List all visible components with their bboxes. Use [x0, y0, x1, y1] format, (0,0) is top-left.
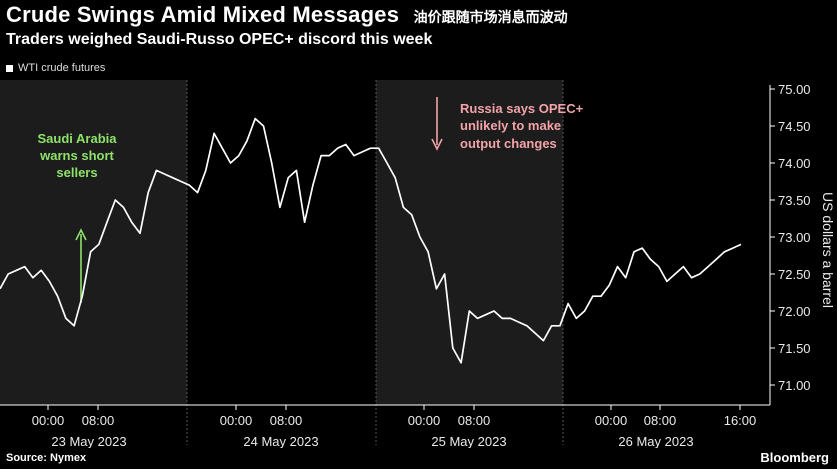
- y-tick-label: 71.50: [778, 341, 811, 356]
- legend-label: WTI crude futures: [18, 62, 106, 74]
- russia-annotation-line-2: unlikely to make: [460, 118, 561, 133]
- session-shading: [0, 80, 564, 445]
- x-tick-label: 00:00: [32, 413, 65, 428]
- saudi-annotation-line-2: warns short: [39, 148, 114, 163]
- x-tick-label: 00:00: [220, 413, 253, 428]
- axis-lines: [0, 85, 771, 406]
- x-date-label: 24 May 2023: [243, 434, 318, 448]
- y-tick-label: 72.50: [778, 267, 811, 282]
- wti-price-line: [0, 117, 742, 364]
- x-date-label: 23 May 2023: [51, 434, 126, 448]
- title-row: Crude Swings Amid Mixed Messages 油价跟随市场消…: [6, 2, 568, 28]
- saudi-annotation-line-3: sellers: [56, 165, 97, 180]
- russia-arrow-head: [431, 138, 443, 151]
- x-tick-label: 08:00: [644, 413, 677, 428]
- session-band-2: [376, 80, 563, 405]
- x-date-label: 25 May 2023: [431, 434, 506, 448]
- x-tick-label: 00:00: [408, 413, 441, 428]
- y-tick-label: 71.00: [778, 378, 811, 393]
- y-tick-label: 74.50: [778, 119, 811, 134]
- chart-title-chinese: 油价跟随市场消息而波动: [413, 10, 568, 26]
- bloomberg-logo: Bloomberg: [760, 450, 829, 465]
- x-tick-label: 08:00: [82, 413, 115, 428]
- russia-annotation-line-3: output changes: [460, 136, 557, 151]
- legend-swatch: [6, 64, 13, 72]
- y-tick-label: 73.50: [778, 193, 811, 208]
- chart-title: Crude Swings Amid Mixed Messages: [6, 2, 400, 27]
- chart-subtitle: Traders weighed Saudi-Russo OPEC+ discor…: [6, 31, 433, 48]
- x-axis-ticks: 00:00 08:00 00:00 08:00 00:00 08:00 00:00 08:00…: [32, 405, 757, 428]
- y-axis-label: US dollars a barrel: [820, 192, 836, 308]
- x-date-label: 26 May 2023: [618, 434, 693, 448]
- russia-annotation-line-1: Russia says OPEC+: [460, 101, 584, 116]
- y-tick-label: 72.00: [778, 304, 811, 319]
- y-axis-ticks: 71.00 71.50 72.00 72.50 73.00 73.50 74.00 74.50…: [770, 82, 811, 393]
- annotations: Saudi Arabia warns short sellers Russia …: [38, 97, 584, 303]
- session-band-1: [0, 80, 187, 405]
- x-tick-label: 08:00: [270, 413, 303, 428]
- saudi-annotation-line-1: Saudi Arabia: [38, 131, 118, 146]
- source-note: Source: Nymex: [6, 452, 87, 464]
- x-axis-dates: 23 May 2023 24 May 2023 25 May 2023 26 May …: [51, 434, 693, 448]
- y-tick-label: 75.00: [778, 82, 811, 97]
- chart-canvas: Saudi Arabia warns short sellers Russia …: [0, 80, 836, 448]
- saudi-arrow-head: [75, 228, 87, 241]
- x-tick-label: 16:00: [724, 413, 757, 428]
- x-tick-label: 00:00: [595, 413, 628, 428]
- y-tick-label: 73.00: [778, 230, 811, 245]
- x-tick-label: 08:00: [458, 413, 491, 428]
- y-tick-label: 74.00: [778, 156, 811, 171]
- legend: WTI crude futures: [6, 62, 105, 74]
